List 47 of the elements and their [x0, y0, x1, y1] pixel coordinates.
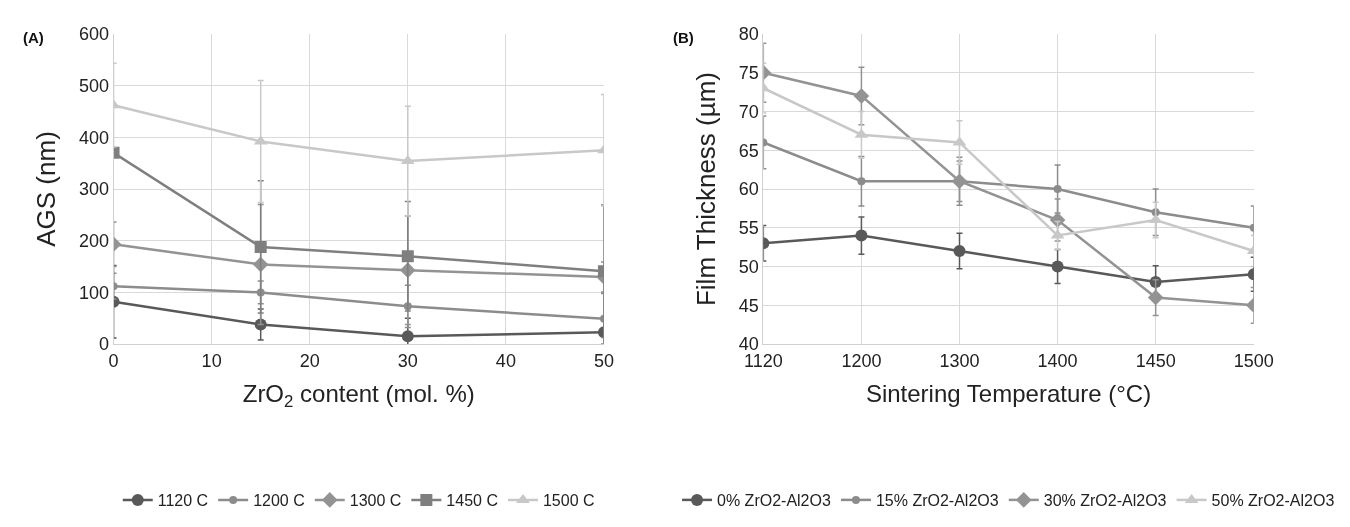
x-tick-label: 30 — [397, 350, 418, 371]
point — [853, 88, 870, 104]
y-tick-label: 65 — [738, 140, 759, 161]
x-axis-title: ZrO$_{2}$ content (mol. %) — [242, 380, 475, 412]
y-tick-label: 45 — [738, 295, 759, 316]
y-tick-label: 200 — [78, 231, 109, 251]
point — [1147, 289, 1164, 306]
y-tick-label: 100 — [78, 282, 109, 303]
x-tick-label: 40 — [495, 350, 516, 371]
legend-label: 0% ZrO2-Al2O3 — [717, 492, 831, 510]
legend-label: 1200 C — [253, 492, 305, 510]
x-tick-label: 10 — [201, 350, 222, 371]
y-tick-label: 600 — [78, 24, 109, 45]
legend-label: 15% ZrO2-Al2O3 — [875, 492, 999, 510]
point — [1053, 185, 1062, 193]
legend-label: 1300 C — [349, 492, 402, 510]
legend-label: 1450 C — [446, 492, 498, 510]
text: (B) — [673, 29, 694, 46]
y-axis-title: AGS (nm) — [31, 131, 62, 247]
y-tick-label: 70 — [738, 101, 759, 122]
x-tick-label: 1500 — [1233, 350, 1274, 371]
point — [855, 229, 868, 242]
x-tick-label: 50 — [593, 350, 614, 371]
legend-label: 1120 C — [157, 492, 209, 510]
x-tick-label: 1400 — [1037, 350, 1078, 371]
y-tick-label: 50 — [738, 256, 759, 277]
legend-label: 30% ZrO2-Al2O3 — [1043, 492, 1167, 510]
y-tick-label: 75 — [738, 62, 759, 83]
y-tick-label: 500 — [78, 75, 109, 96]
y-tick-label: 60 — [738, 179, 759, 200]
y-tick-label: 80 — [738, 24, 759, 45]
x-tick-label: 1450 — [1135, 350, 1176, 371]
point — [857, 177, 866, 186]
text: (A) — [23, 29, 44, 46]
legend-label: 1500 C — [542, 492, 595, 510]
y-axis-title: Film Thickness (µm) — [691, 71, 722, 307]
x-tick-label: 1300 — [939, 350, 980, 371]
point — [1051, 260, 1064, 273]
x-tick-label: 20 — [299, 350, 320, 371]
y-tick-label: 300 — [78, 179, 109, 200]
y-tick-label: 0 — [98, 334, 109, 355]
y-tick-label: 400 — [78, 127, 109, 148]
x-tick-label: 1200 — [841, 350, 882, 371]
legend-label: 50% ZrO2-Al2O3 — [1211, 492, 1335, 510]
x-axis-title: Sintering Temperature (°C) — [865, 380, 1152, 407]
y-tick-label: 55 — [738, 218, 759, 239]
point — [953, 245, 966, 258]
